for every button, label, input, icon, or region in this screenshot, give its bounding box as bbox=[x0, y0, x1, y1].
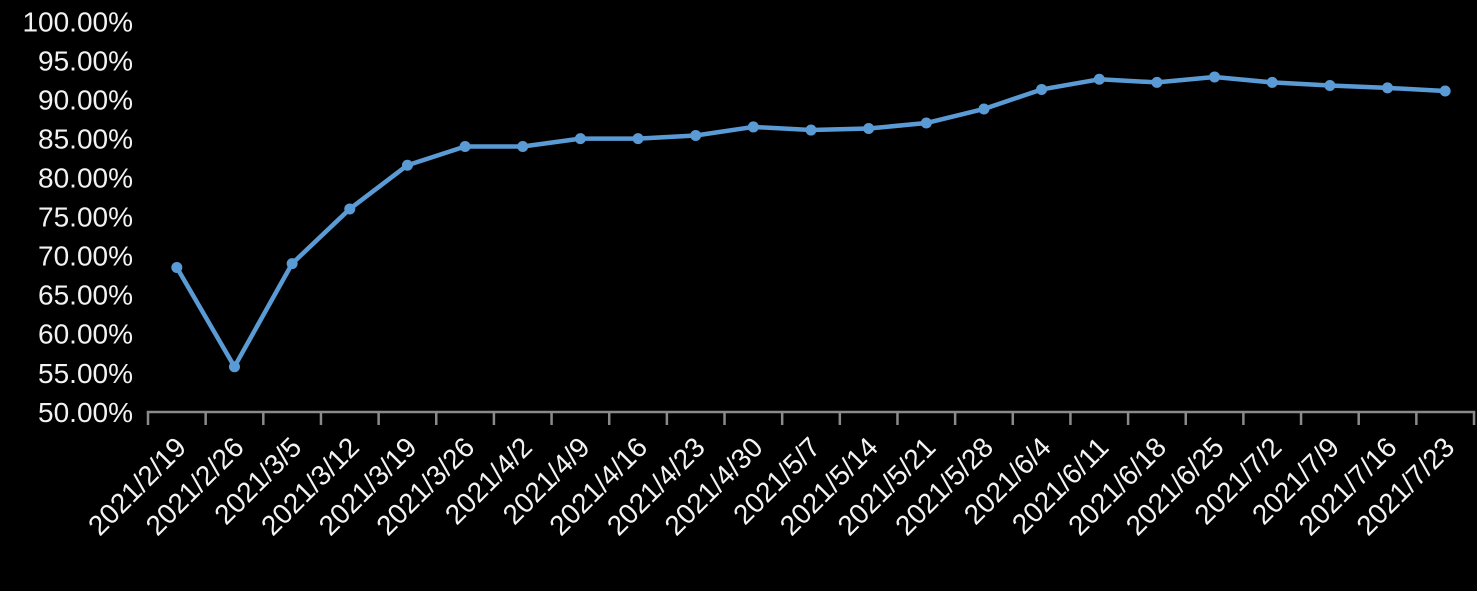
data-point-marker bbox=[1036, 83, 1048, 95]
y-axis-tick-label: 90.00% bbox=[38, 84, 133, 115]
series-line bbox=[174, 74, 1448, 369]
data-point-marker bbox=[1439, 85, 1451, 97]
y-axis-tick-label: 100.00% bbox=[22, 6, 133, 37]
y-axis-tick-label: 75.00% bbox=[38, 202, 133, 233]
y-axis-tick-label: 85.00% bbox=[38, 123, 133, 154]
data-point-marker bbox=[286, 258, 298, 270]
data-point-marker bbox=[1382, 82, 1394, 94]
data-point-marker bbox=[401, 159, 413, 171]
data-point-marker bbox=[690, 130, 702, 142]
data-point-marker bbox=[1324, 80, 1336, 92]
y-axis-tick-label: 65.00% bbox=[38, 280, 133, 311]
data-point-marker bbox=[805, 124, 817, 136]
y-axis-tick-label: 80.00% bbox=[38, 163, 133, 194]
data-point-marker bbox=[1209, 71, 1221, 83]
y-axis-tick-label: 60.00% bbox=[38, 319, 133, 350]
data-point-marker bbox=[632, 133, 644, 145]
data-point-marker bbox=[1093, 73, 1105, 85]
y-axis-tick-label: 70.00% bbox=[38, 241, 133, 272]
data-point-marker bbox=[574, 133, 586, 145]
data-point-marker bbox=[228, 361, 240, 373]
data-point-marker bbox=[344, 203, 356, 215]
data-point-marker bbox=[747, 121, 759, 133]
data-point-marker bbox=[920, 117, 932, 129]
data-point-marker bbox=[863, 122, 875, 134]
data-point-marker bbox=[517, 140, 529, 152]
data-point-marker bbox=[171, 262, 183, 274]
y-axis-tick-label: 50.00% bbox=[38, 397, 133, 428]
data-point-marker bbox=[1266, 76, 1278, 88]
y-axis-tick-label: 55.00% bbox=[38, 358, 133, 389]
data-point-marker bbox=[978, 103, 990, 115]
y-axis-tick-label: 95.00% bbox=[38, 45, 133, 76]
data-point-marker bbox=[459, 140, 471, 152]
data-point-marker bbox=[1151, 76, 1163, 88]
